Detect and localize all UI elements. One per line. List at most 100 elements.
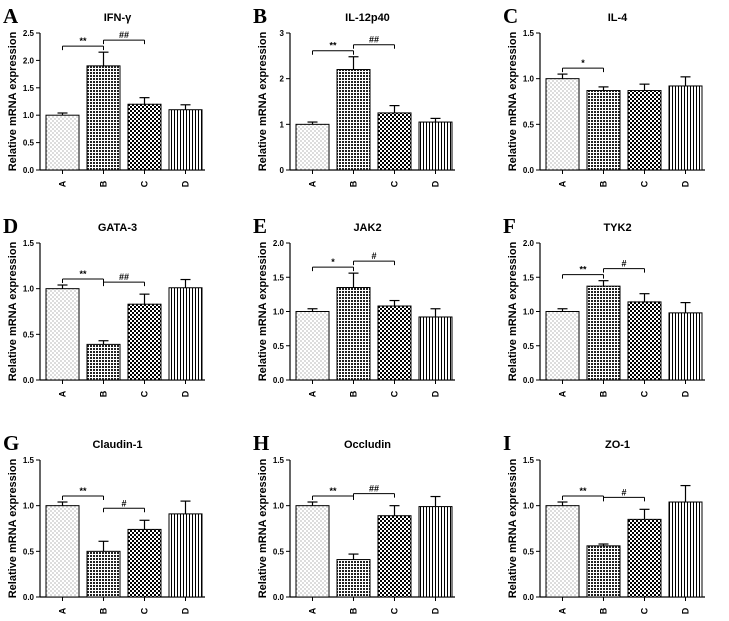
y-axis-label: Relative mRNA expression	[257, 458, 269, 598]
y-tick-label: 1.5	[273, 273, 285, 282]
y-tick-label: 0.0	[273, 376, 285, 385]
y-tick-label: 1.5	[523, 29, 535, 38]
bar-d	[668, 501, 703, 598]
y-tick-label: 1.5	[23, 239, 35, 248]
sig-label: **	[579, 486, 587, 496]
y-tick-label: 2.5	[23, 29, 35, 38]
x-tick-label: A	[58, 180, 68, 187]
chart-panel-e: E JAK2 Relative mRNA expression 0.0 0.5 1.0 1.…	[253, 214, 455, 397]
x-tick-label: C	[640, 390, 650, 397]
y-tick-label: 0.5	[23, 330, 35, 339]
chart-panel-f: F TYK2 Relative mRNA expression 0.0 0.5 1.0 1.…	[503, 214, 705, 397]
bar-c	[627, 90, 662, 171]
panel-letter: F	[503, 214, 516, 238]
chart-title: JAK2	[353, 222, 381, 234]
bar-c	[127, 303, 162, 381]
sig-label: *	[331, 257, 335, 267]
x-tick-label: B	[349, 180, 359, 187]
y-tick-label: 0.0	[523, 376, 535, 385]
x-tick-label: B	[599, 180, 609, 187]
bar-d	[668, 85, 703, 171]
y-tick-label: 0.0	[23, 593, 35, 602]
x-tick-label: B	[599, 390, 609, 397]
y-tick-label: 1.0	[523, 75, 535, 84]
x-tick-label: D	[431, 607, 441, 614]
sig-label: **	[79, 36, 87, 46]
bar-c	[377, 305, 412, 381]
x-tick-label: A	[58, 607, 68, 614]
x-tick-label: A	[308, 180, 318, 187]
y-tick-label: 0.5	[273, 342, 285, 351]
y-tick-label: 0.0	[23, 166, 35, 175]
panel-letter: E	[253, 214, 267, 238]
chart-title: IFN-γ	[104, 12, 132, 24]
bar-b	[586, 90, 621, 171]
y-axis-label: Relative mRNA expression	[257, 241, 269, 381]
chart-title: GATA-3	[98, 222, 137, 234]
y-tick-label: 0	[280, 166, 285, 175]
y-tick-label: 1.0	[273, 308, 285, 317]
bar-a	[295, 505, 330, 598]
bar-b	[336, 559, 371, 598]
y-tick-label: 1	[280, 120, 285, 129]
y-tick-label: 0.0	[523, 166, 535, 175]
chart-panel-b: B IL-12p40 Relative mRNA expression 0 1 2 3 A B C…	[253, 4, 455, 187]
x-tick-label: C	[390, 390, 400, 397]
y-axis-label: Relative mRNA expression	[507, 241, 519, 381]
y-tick-label: 1.0	[523, 502, 535, 511]
y-tick-label: 1.0	[23, 285, 35, 294]
chart-panel-a: A IFN-γ Relative mRNA expression 0.0 0.5 1.0 1…	[3, 4, 205, 187]
bar-b	[86, 343, 121, 381]
x-tick-label: C	[640, 607, 650, 614]
x-tick-label: D	[181, 607, 191, 614]
y-tick-label: 0.5	[523, 342, 535, 351]
panel-letter: C	[503, 4, 518, 28]
y-tick-label: 0.0	[273, 593, 285, 602]
chart-panel-d: D GATA-3 Relative mRNA expression 0.0 0.5 1.0…	[3, 214, 205, 397]
sig-label: #	[121, 498, 126, 508]
x-tick-label: D	[681, 180, 691, 187]
y-tick-label: 0.5	[23, 547, 35, 556]
y-tick-label: 1.5	[23, 84, 35, 93]
bar-d	[418, 506, 453, 598]
x-tick-label: A	[308, 607, 318, 614]
sig-label: **	[79, 269, 87, 279]
bar-a	[545, 505, 580, 598]
x-tick-label: A	[58, 390, 68, 397]
bar-a	[295, 311, 330, 381]
sig-label: #	[621, 259, 626, 269]
x-tick-label: B	[349, 607, 359, 614]
x-tick-label: C	[640, 180, 650, 187]
x-tick-label: A	[558, 180, 568, 187]
chart-title: TYK2	[603, 222, 631, 234]
bar-b	[86, 550, 121, 598]
bar-d	[168, 513, 203, 598]
panel-letter: G	[3, 431, 19, 455]
y-axis-label: Relative mRNA expression	[507, 31, 519, 171]
x-tick-label: B	[99, 607, 109, 614]
sig-label: #	[621, 487, 626, 497]
bar-c	[627, 518, 662, 598]
y-tick-label: 2	[280, 75, 285, 84]
x-tick-label: B	[99, 180, 109, 187]
bar-d	[168, 109, 203, 171]
y-tick-label: 1.0	[273, 502, 285, 511]
y-tick-label: 0.5	[523, 547, 535, 556]
bar-a	[545, 78, 580, 171]
x-tick-label: C	[140, 607, 150, 614]
chart-title: IL-12p40	[345, 12, 390, 24]
bar-c	[377, 112, 412, 171]
chart-title: Claudin-1	[92, 439, 142, 451]
sig-label: ##	[119, 272, 129, 282]
y-tick-label: 2.0	[273, 239, 285, 248]
bar-b	[586, 545, 621, 598]
y-tick-label: 2.0	[523, 239, 535, 248]
panel-letter: B	[253, 4, 267, 28]
x-tick-label: C	[140, 390, 150, 397]
bar-a	[45, 288, 80, 381]
y-tick-label: 3	[280, 29, 285, 38]
x-tick-label: D	[181, 390, 191, 397]
sig-label: **	[579, 265, 587, 275]
bar-c	[127, 103, 162, 171]
bar-b	[336, 287, 371, 381]
